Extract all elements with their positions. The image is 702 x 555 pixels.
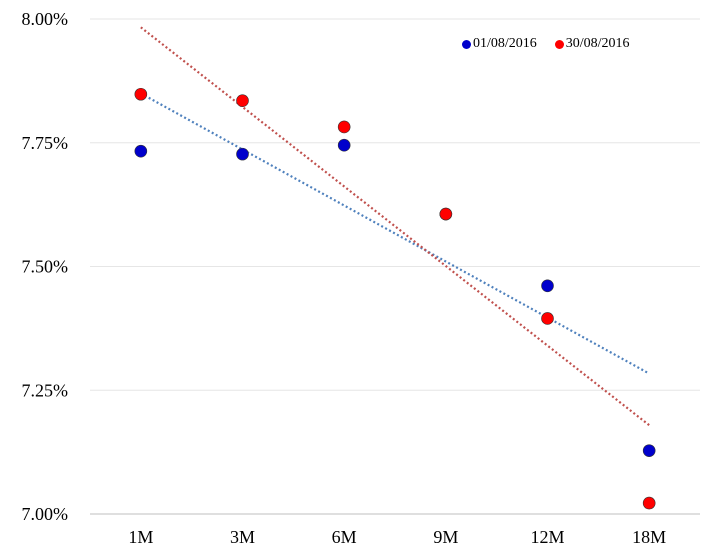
point-series-1 bbox=[134, 144, 148, 158]
y-tick-label: 7.50% bbox=[22, 257, 69, 277]
y-tick-label: 7.00% bbox=[22, 504, 69, 524]
legend-marker-series-1 bbox=[462, 39, 471, 49]
point-series-1 bbox=[236, 147, 249, 161]
y-axis-tick-labels: 7.00% 7.25% 7.50% 7.75% 8.00% bbox=[22, 9, 69, 524]
trendline-series-1 bbox=[140, 92, 650, 375]
point-series-1 bbox=[337, 138, 351, 152]
y-tick-label: 7.25% bbox=[22, 380, 69, 400]
data-points bbox=[134, 87, 656, 510]
legend-item-series-1: 01/08/2016 bbox=[462, 36, 537, 52]
point-series-2 bbox=[337, 120, 351, 134]
legend: 01/08/2016 30/08/2016 bbox=[462, 36, 630, 52]
trendline-series-2 bbox=[140, 26, 650, 427]
y-tick-label: 8.00% bbox=[22, 9, 69, 29]
legend-label-series-2: 30/08/2016 bbox=[565, 36, 630, 51]
gridlines bbox=[90, 18, 700, 515]
legend-item-series-2: 30/08/2016 bbox=[554, 36, 630, 52]
x-tick-label: 6M bbox=[332, 527, 357, 547]
legend-marker-series-2 bbox=[554, 39, 564, 49]
point-series-2 bbox=[642, 496, 656, 510]
x-tick-label: 1M bbox=[128, 527, 153, 547]
x-axis-tick-labels: 1M 3M 6M 9M 12M 18M bbox=[128, 527, 666, 547]
point-series-2 bbox=[541, 312, 554, 325]
point-series-1 bbox=[642, 444, 656, 457]
x-tick-label: 3M bbox=[230, 527, 255, 547]
x-tick-label: 12M bbox=[530, 527, 564, 547]
point-series-1 bbox=[541, 279, 554, 293]
point-series-2 bbox=[134, 87, 148, 101]
trendlines bbox=[140, 26, 650, 427]
x-tick-label: 9M bbox=[433, 527, 458, 547]
legend-label-series-1: 01/08/2016 bbox=[473, 36, 537, 51]
point-series-2 bbox=[439, 207, 453, 221]
y-tick-label: 7.75% bbox=[22, 133, 69, 153]
point-series-2 bbox=[236, 94, 249, 107]
x-tick-label: 18M bbox=[632, 527, 666, 547]
